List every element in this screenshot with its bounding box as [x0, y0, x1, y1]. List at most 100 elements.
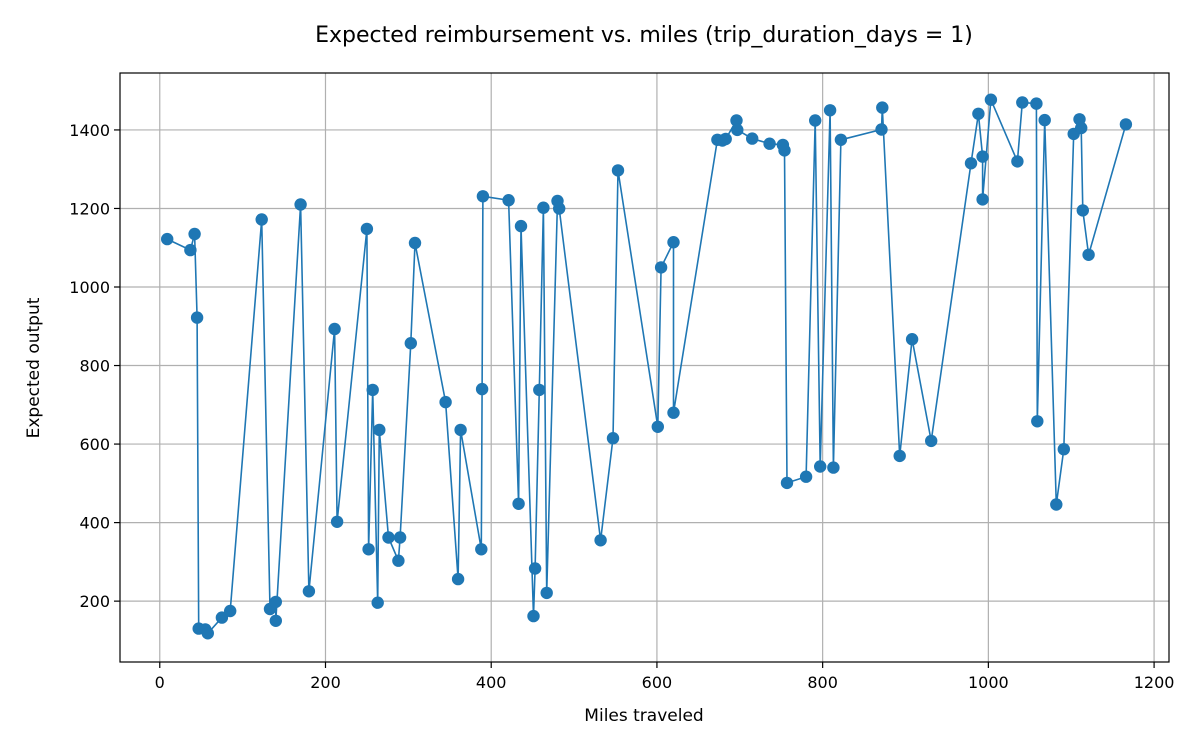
data-point-29: [454, 423, 467, 437]
data-point-11: [269, 595, 282, 609]
data-point-87: [1082, 248, 1095, 261]
data-point-38: [533, 383, 546, 397]
y-tick-label-2: 600: [79, 435, 110, 454]
data-point-21: [373, 423, 386, 437]
data-point-80: [1038, 113, 1051, 127]
data-point-8: [224, 604, 237, 618]
data-point-68: [893, 449, 906, 463]
data-point-56: [763, 137, 776, 150]
data-point-59: [780, 476, 794, 490]
data-point-62: [814, 460, 827, 473]
data-point-81: [1050, 498, 1063, 511]
data-point-1: [184, 243, 197, 257]
y-tick-label-0: 200: [79, 592, 110, 611]
data-point-71: [964, 157, 978, 170]
data-point-69: [905, 333, 919, 346]
data-point-7: [215, 611, 229, 624]
data-point-79: [1031, 415, 1044, 428]
data-point-86: [1076, 204, 1090, 217]
data-point-42: [553, 202, 566, 215]
data-point-3: [190, 311, 204, 324]
data-point-64: [827, 461, 840, 474]
data-point-54: [731, 123, 744, 137]
data-point-34: [512, 497, 525, 510]
data-point-63: [823, 104, 837, 117]
data-point-73: [976, 150, 989, 163]
data-point-44: [606, 432, 620, 445]
data-point-47: [654, 261, 668, 274]
data-point-72: [972, 107, 985, 121]
data-point-18: [362, 543, 375, 556]
data-point-26: [408, 236, 422, 250]
plot-frame: [119, 72, 1170, 663]
data-point-6: [201, 627, 214, 640]
x-tick-label-4: 800: [807, 673, 838, 692]
data-point-22: [382, 531, 395, 544]
data-point-23: [392, 554, 405, 567]
data-point-25: [404, 337, 417, 350]
x-tick-label-6: 1200: [1134, 673, 1175, 692]
data-point-66: [875, 123, 888, 136]
data-point-85: [1075, 121, 1088, 135]
data-point-37: [528, 562, 542, 575]
data-point-48: [667, 236, 680, 249]
x-tick-label-1: 200: [310, 673, 341, 692]
data-point-35: [514, 219, 528, 233]
y-tick-label-5: 1200: [69, 199, 110, 218]
data-point-20: [371, 596, 384, 609]
x-tick-label-2: 400: [476, 673, 507, 692]
data-point-0: [161, 232, 174, 246]
data-point-9: [255, 213, 268, 226]
data-point-76: [1011, 155, 1024, 168]
data-point-49: [667, 406, 680, 419]
data-point-19: [366, 383, 379, 397]
data-point-30: [475, 543, 488, 556]
data-point-33: [502, 194, 515, 207]
series-0: [161, 93, 1133, 640]
data-point-61: [809, 114, 822, 127]
data-point-60: [799, 470, 813, 483]
data-point-31: [475, 382, 489, 396]
data-point-17: [360, 222, 374, 236]
x-tick-label-3: 600: [642, 673, 673, 692]
y-tick-label-4: 1000: [69, 278, 110, 297]
data-point-39: [537, 201, 550, 214]
chart-title: Expected reimbursement vs. miles (trip_d…: [315, 23, 973, 48]
data-point-53: [730, 114, 743, 127]
x-tick-label-5: 1000: [968, 673, 1009, 692]
grid-layer: [120, 73, 1169, 662]
data-point-88: [1119, 118, 1133, 131]
data-point-16: [330, 515, 344, 528]
data-point-52: [719, 132, 732, 146]
data-point-77: [1016, 96, 1029, 109]
data-point-46: [651, 420, 664, 433]
data-point-27: [439, 395, 452, 409]
data-point-78: [1030, 97, 1043, 110]
series-layer: [161, 93, 1133, 640]
data-point-2: [188, 227, 201, 241]
data-point-75: [984, 93, 998, 106]
data-point-15: [328, 322, 341, 336]
data-point-32: [476, 190, 490, 203]
y-tick-label-1: 400: [79, 514, 110, 533]
y-tick-label-3: 800: [79, 357, 110, 376]
data-point-13: [294, 198, 307, 211]
data-point-40: [540, 586, 553, 600]
data-point-82: [1057, 443, 1071, 456]
data-point-12: [269, 614, 282, 627]
x-axis-label: Miles traveled: [584, 706, 703, 726]
data-point-24: [393, 531, 407, 544]
data-point-28: [451, 572, 465, 586]
data-point-67: [876, 101, 889, 114]
data-point-65: [834, 133, 848, 146]
y-axis-label: Expected output: [24, 297, 44, 438]
x-tick-label-0: 0: [155, 673, 165, 692]
data-point-58: [778, 144, 791, 157]
y-tick-label-6: 1400: [69, 121, 110, 140]
data-point-45: [611, 164, 625, 177]
tick-layer: 0 200 400 600 800 1000 1200 200 400 600 800 1000 120…: [69, 121, 1174, 692]
data-point-70: [925, 434, 938, 448]
data-point-36: [527, 609, 540, 623]
data-point-74: [976, 193, 989, 206]
